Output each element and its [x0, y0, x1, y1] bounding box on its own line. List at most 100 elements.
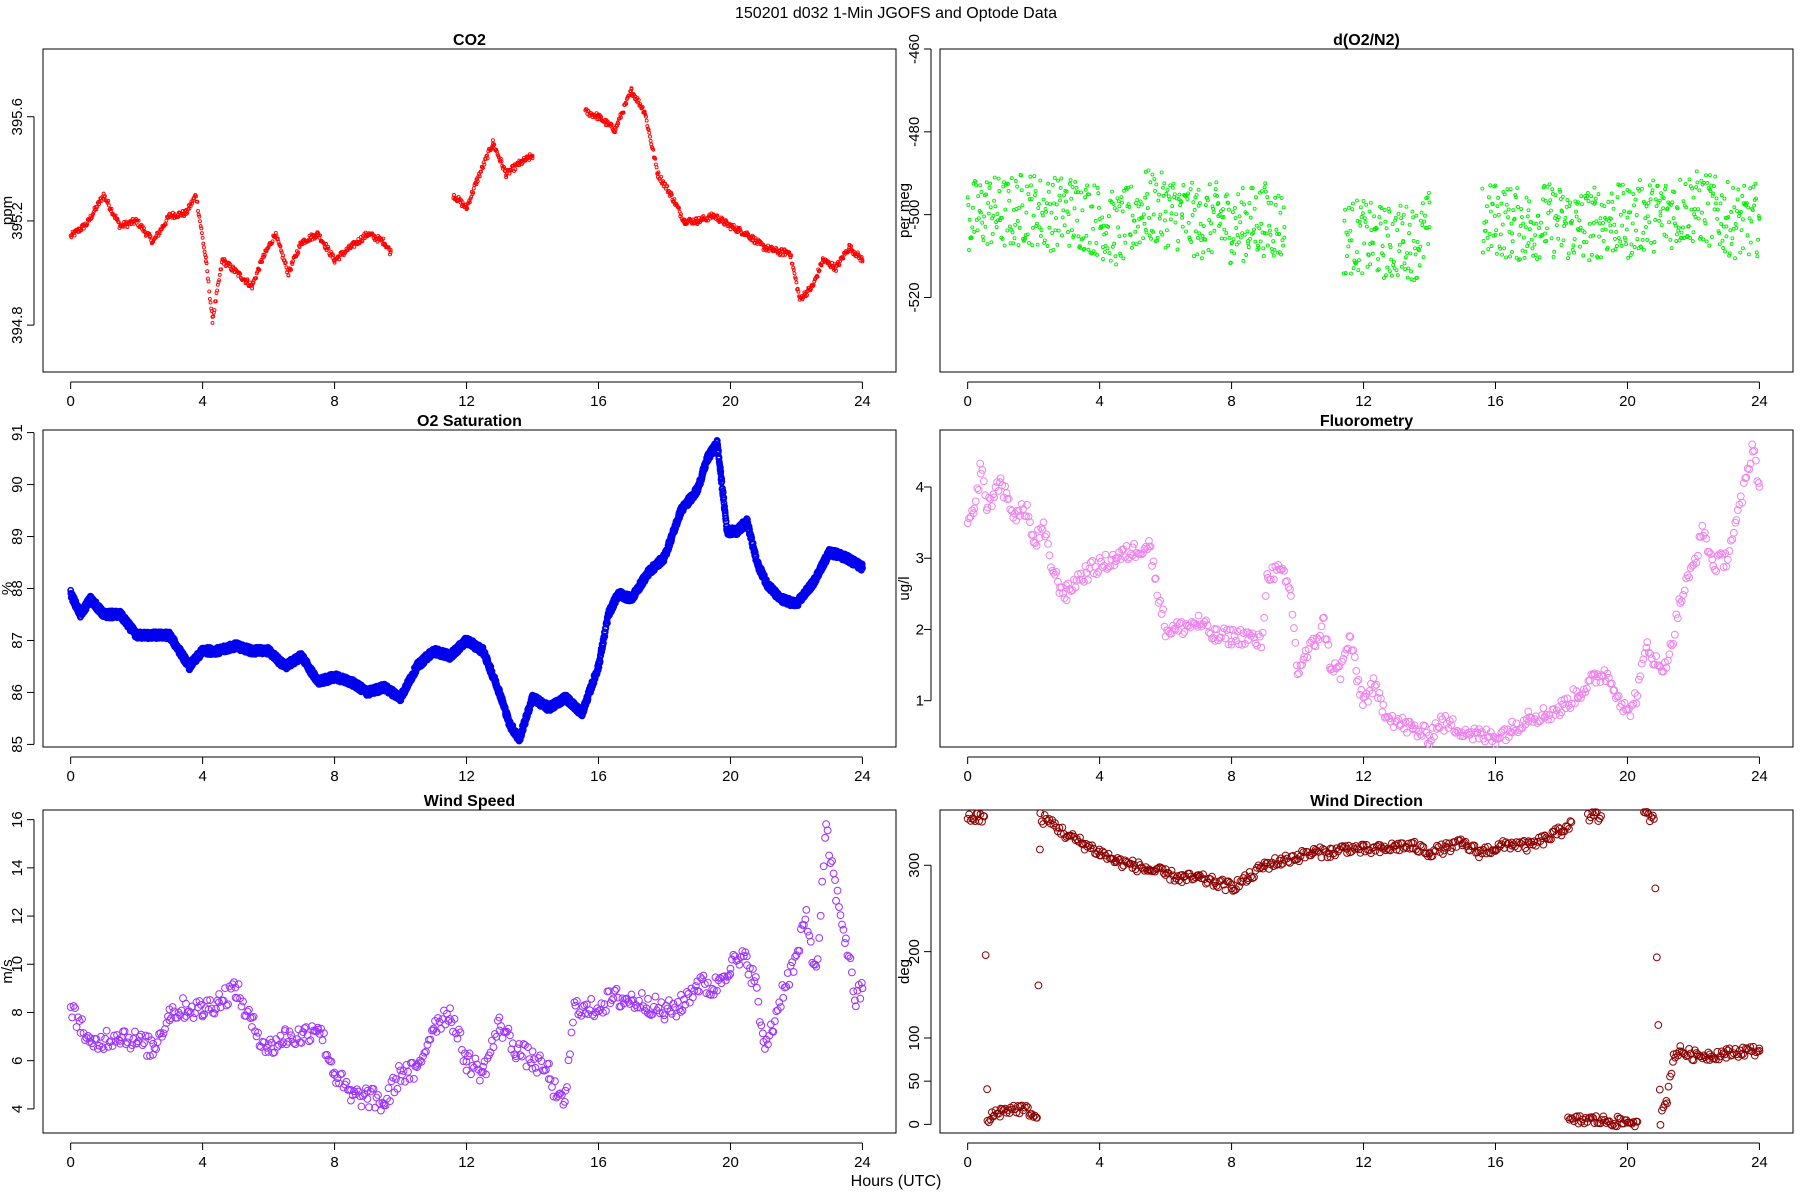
data-point: [1361, 199, 1366, 203]
data-point: [262, 253, 267, 257]
data-point: [1514, 255, 1519, 260]
data-point: [1735, 209, 1739, 213]
data-point: [967, 217, 972, 222]
data-point: [1203, 203, 1208, 208]
data-point: [1031, 225, 1035, 230]
data-point: [1695, 180, 1700, 185]
data-point: [1597, 234, 1602, 239]
data-point: [1599, 255, 1604, 260]
data-point: [85, 222, 90, 227]
data-point: [1728, 228, 1733, 233]
data-point: [970, 205, 975, 210]
data-point: [1129, 184, 1134, 189]
data-point: [982, 214, 987, 219]
data-point: [984, 180, 989, 185]
data-point: [1113, 254, 1118, 259]
data-point: [1593, 196, 1598, 201]
data-point: [1729, 241, 1734, 246]
data-point: [471, 186, 476, 191]
data-point: [1578, 225, 1583, 230]
panel-title: d(O2/N2): [1333, 32, 1400, 49]
data-point: [1525, 244, 1530, 249]
data-point: [1496, 212, 1501, 217]
data-point: [113, 213, 118, 218]
data-point: [1281, 243, 1285, 248]
data-point: [1620, 223, 1625, 228]
data-point: [1164, 191, 1169, 196]
data-point: [1663, 187, 1668, 192]
data-point: [1740, 246, 1745, 251]
data-point: [254, 276, 259, 281]
data-point: [1194, 229, 1198, 234]
data-point: [791, 265, 796, 270]
data-point: [388, 250, 393, 255]
data-point: [1737, 214, 1741, 219]
data-point: [1565, 198, 1570, 203]
data-point: [1166, 194, 1171, 199]
data-point: [1725, 180, 1730, 184]
data-point: [278, 244, 283, 249]
x-tick-label: 4: [198, 393, 206, 410]
data-point: [1038, 178, 1043, 183]
data-point: [1054, 216, 1059, 221]
data-point: [1017, 205, 1022, 210]
data-point: [1670, 200, 1675, 205]
data-point: [671, 199, 676, 204]
data-point: [1161, 193, 1166, 198]
data-point: [1061, 208, 1066, 213]
data-point: [1145, 191, 1150, 196]
data-point: [1354, 198, 1359, 203]
data-point: [1186, 191, 1190, 196]
data-point: [1754, 250, 1759, 255]
data-point: [1358, 223, 1363, 228]
data-point: [1092, 183, 1097, 188]
data-point: [1560, 209, 1565, 214]
data-point: [1228, 260, 1233, 265]
data-point: [1368, 262, 1373, 267]
data-point: [1517, 257, 1522, 262]
data-point: [1069, 228, 1074, 233]
data-point: [1049, 210, 1054, 215]
data-point: [1717, 242, 1722, 247]
data-point: [656, 170, 661, 175]
data-point: [1625, 215, 1630, 220]
data-point: [1418, 218, 1423, 223]
data-point: [1495, 204, 1500, 209]
data-point: [270, 239, 275, 244]
data-point: [1583, 194, 1588, 199]
data-point: [1150, 172, 1155, 177]
data-point: [256, 267, 261, 272]
x-tick-label: 16: [590, 393, 607, 410]
data-point: [709, 211, 714, 216]
data-point: [108, 209, 113, 213]
data-point: [283, 261, 288, 266]
data-point: [1082, 246, 1087, 251]
data-point: [1608, 223, 1613, 228]
data-point: [1033, 189, 1038, 193]
data-point: [1143, 195, 1148, 200]
data-point: [1635, 237, 1640, 242]
data-point: [648, 134, 652, 139]
x-tick-label: 24: [854, 393, 871, 410]
data-point: [1410, 209, 1415, 214]
data-point: [1360, 271, 1365, 276]
data-point: [1503, 210, 1508, 215]
data-point: [1147, 215, 1152, 220]
data-point: [1498, 232, 1503, 237]
y-tick-label: 85: [9, 736, 26, 753]
data-point: [153, 235, 158, 240]
data-point: [1497, 244, 1502, 249]
data-point: [1174, 196, 1179, 201]
data-point: [1280, 238, 1285, 243]
data-point: [1637, 188, 1642, 193]
data-point: [1169, 211, 1174, 216]
data-point: [1641, 230, 1646, 235]
data-point: [157, 231, 162, 236]
data-point: [1485, 235, 1490, 240]
data-point: [196, 208, 200, 213]
data-point: [1740, 194, 1745, 198]
data-point: [207, 296, 212, 301]
data-point: [1546, 210, 1551, 215]
